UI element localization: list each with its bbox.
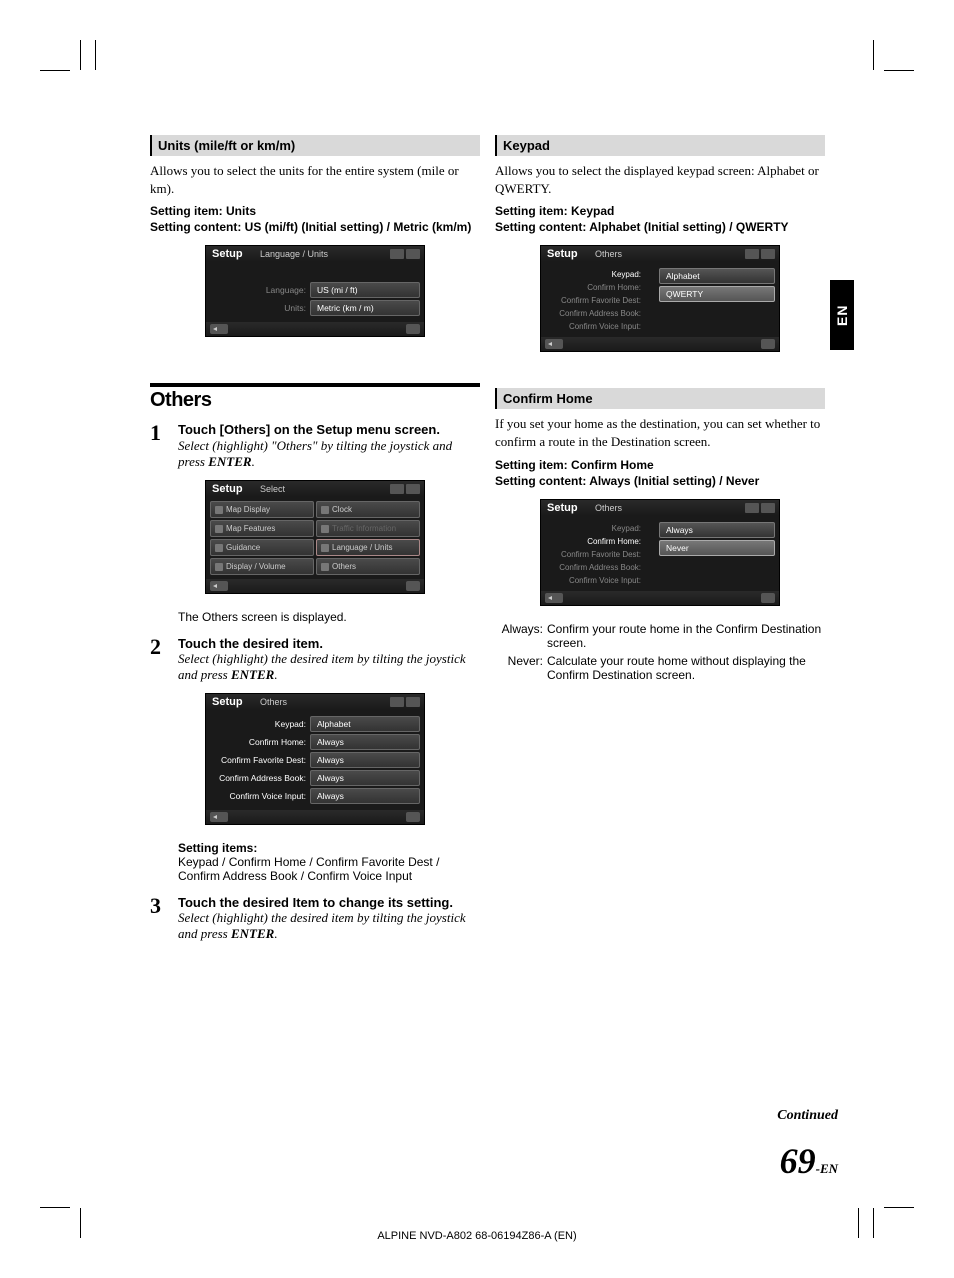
mock-row-value: Alphabet <box>310 716 420 732</box>
mock-subtitle: Others <box>595 503 745 513</box>
mock-row-value: Always <box>310 752 420 768</box>
mock-row-value: Always <box>310 770 420 786</box>
units-desc: Allows you to select the units for the e… <box>150 162 480 197</box>
units-header: Units (mile/ft or km/m) <box>150 135 480 156</box>
mock-row-label: Confirm Favorite Dest: <box>210 755 310 765</box>
mock-title: Setup <box>541 502 595 514</box>
confirm-home-desc: If you set your home as the destination,… <box>495 415 825 450</box>
mock-subtitle: Others <box>260 697 390 707</box>
mock-row-value: Always <box>310 788 420 804</box>
step1-desc-post: . <box>252 454 255 469</box>
mock-tile: Map Display <box>210 501 314 518</box>
mock-tile: Map Features <box>210 520 314 537</box>
mock-row-value: Metric (km / m) <box>310 300 420 316</box>
units-mock-screen: Setup Language / Units Language:US (mi /… <box>205 245 425 337</box>
language-tab: EN <box>830 280 854 350</box>
step-number-1: 1 <box>150 422 168 470</box>
step1-title-bracket: [Others] <box>220 422 271 437</box>
mock-tile: Display / Volume <box>210 558 314 575</box>
step1-title-post: on the Setup menu screen. <box>270 422 440 437</box>
mock-sidebar-label: Confirm Address Book: <box>545 561 645 574</box>
mock-tile: Language / Units <box>316 539 420 556</box>
step2-items-text: Keypad / Confirm Home / Confirm Favorite… <box>178 855 480 883</box>
mock-subtitle: Others <box>595 249 745 259</box>
page-number: 69-EN <box>780 1140 838 1182</box>
mock-tile: Clock <box>316 501 420 518</box>
mock-title: Setup <box>206 483 260 495</box>
def-body: Confirm your route home in the Confirm D… <box>547 622 825 650</box>
step3-title: Touch the desired Item to change its set… <box>178 895 480 910</box>
mock-row-label: Language: <box>210 285 310 295</box>
step3-desc: Select (highlight) the desired item by t… <box>178 910 466 941</box>
mock-row-label: Confirm Address Book: <box>210 773 310 783</box>
def-body: Calculate your route home without displa… <box>547 654 825 682</box>
step2-mock-screen: Setup Others Keypad:AlphabetConfirm Home… <box>205 693 425 825</box>
mock-subtitle: Language / Units <box>260 249 390 259</box>
mock-title: Setup <box>206 248 260 260</box>
confirm-home-header: Confirm Home <box>495 388 825 409</box>
others-main-header: Others <box>150 383 480 412</box>
step1-mock-screen: Setup Select Map DisplayClockMap Feature… <box>205 480 425 594</box>
mock-tile: Traffic Information <box>316 520 420 537</box>
mock-option: QWERTY <box>659 286 775 302</box>
step2-title: Touch the desired item. <box>178 636 480 651</box>
step3-enter: ENTER <box>231 926 274 941</box>
step2-enter: ENTER <box>231 667 274 682</box>
mock-row-value: US (mi / ft) <box>310 282 420 298</box>
mock-sidebar-label: Keypad: <box>545 268 645 281</box>
step1-enter: ENTER <box>208 454 251 469</box>
keypad-header: Keypad <box>495 135 825 156</box>
mock-option: Always <box>659 522 775 538</box>
keypad-setting-content: Setting content: Alphabet (Initial setti… <box>495 219 825 235</box>
footer-text: ALPINE NVD-A802 68-06194Z86-A (EN) <box>0 1230 954 1242</box>
units-setting-item: Setting item: Units <box>150 203 480 219</box>
confirm-home-setting-item: Setting item: Confirm Home <box>495 457 825 473</box>
step1-title-pre: Touch <box>178 422 220 437</box>
mock-tile: Guidance <box>210 539 314 556</box>
mock-sidebar-label: Confirm Home: <box>545 281 645 294</box>
units-setting-content: Setting content: US (mi/ft) (Initial set… <box>150 219 480 235</box>
step2-desc: Select (highlight) the desired item by t… <box>178 651 466 682</box>
step-number-3: 3 <box>150 895 168 942</box>
confirm-home-setting-content: Setting content: Always (Initial setting… <box>495 473 825 489</box>
keypad-setting-item: Setting item: Keypad <box>495 203 825 219</box>
mock-row-label: Confirm Home: <box>210 737 310 747</box>
mock-sidebar-label: Confirm Voice Input: <box>545 574 645 587</box>
step1-note: The Others screen is displayed. <box>178 610 480 624</box>
mock-sidebar-label: Confirm Voice Input: <box>545 320 645 333</box>
mock-row-value: Always <box>310 734 420 750</box>
step-number-2: 2 <box>150 636 168 683</box>
mock-sidebar-label: Confirm Favorite Dest: <box>545 548 645 561</box>
continued-label: Continued <box>777 1108 838 1124</box>
mock-option: Never <box>659 540 775 556</box>
mock-sidebar-label: Confirm Favorite Dest: <box>545 294 645 307</box>
mock-sidebar-label: Keypad: <box>545 522 645 535</box>
mock-sidebar-label: Confirm Home: <box>545 535 645 548</box>
step3-desc-post: . <box>274 926 277 941</box>
mock-option: Alphabet <box>659 268 775 284</box>
mock-row-label: Units: <box>210 303 310 313</box>
keypad-mock-screen: Setup Others Keypad:Confirm Home:Confirm… <box>540 245 780 352</box>
keypad-desc: Allows you to select the displayed keypa… <box>495 162 825 197</box>
mock-title: Setup <box>206 696 260 708</box>
confirm-home-mock-screen: Setup Others Keypad:Confirm Home:Confirm… <box>540 499 780 606</box>
mock-tile: Others <box>316 558 420 575</box>
mock-title: Setup <box>541 248 595 260</box>
def-term: Never: <box>495 654 547 682</box>
mock-subtitle: Select <box>260 484 390 494</box>
step2-desc-post: . <box>274 667 277 682</box>
mock-sidebar-label: Confirm Address Book: <box>545 307 645 320</box>
confirm-home-definitions: Always:Confirm your route home in the Co… <box>495 622 825 682</box>
def-term: Always: <box>495 622 547 650</box>
mock-row-label: Confirm Voice Input: <box>210 791 310 801</box>
step2-items-label: Setting items: <box>178 841 480 855</box>
mock-row-label: Keypad: <box>210 719 310 729</box>
